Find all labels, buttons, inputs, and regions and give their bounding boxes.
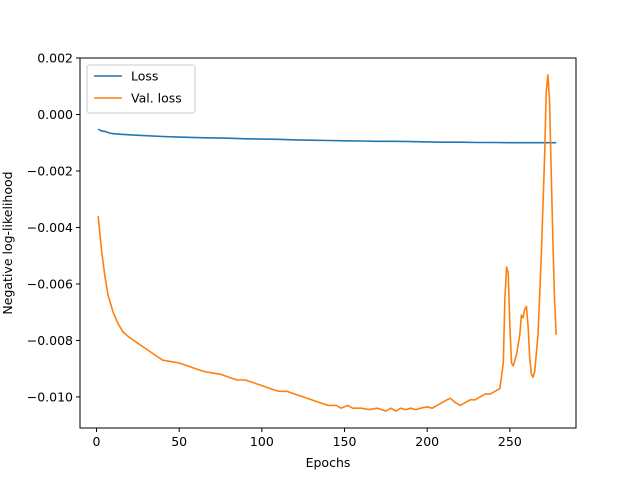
legend-box — [86, 64, 196, 114]
series-line-loss — [97, 128, 557, 144]
x-tick-label: 0 — [93, 434, 101, 449]
y-tick-label: 0.000 — [37, 107, 73, 122]
x-tick-label: 250 — [498, 434, 522, 449]
y-tick-label: −0.010 — [27, 389, 73, 404]
x-axis-label: Epochs — [306, 455, 351, 470]
y-tick-label: −0.002 — [27, 163, 73, 178]
y-tick-label: −0.004 — [27, 220, 73, 235]
legend: Loss Val. loss — [86, 64, 196, 114]
x-tick-label: 200 — [415, 434, 439, 449]
x-tick-label: 50 — [171, 434, 187, 449]
y-tick-label: −0.006 — [27, 276, 73, 291]
legend-label: Val. loss — [131, 91, 182, 106]
x-axis: 0 50 100 150 200 250 — [93, 428, 522, 449]
y-axis-label: Negative log-likelihood — [0, 171, 15, 314]
x-tick-label: 100 — [250, 434, 274, 449]
axes-frame — [79, 57, 577, 429]
plot-area — [79, 57, 577, 429]
legend-label: Loss — [131, 69, 158, 84]
y-tick-label: 0.002 — [37, 51, 73, 66]
series-layer — [97, 74, 557, 412]
x-tick-label: 150 — [333, 434, 357, 449]
y-tick-label: −0.008 — [27, 333, 73, 348]
series-line-val-loss — [97, 74, 557, 412]
y-axis: 0.002 0.000 −0.002 −0.004 −0.006 −0.008 −0.010 — [27, 51, 80, 404]
